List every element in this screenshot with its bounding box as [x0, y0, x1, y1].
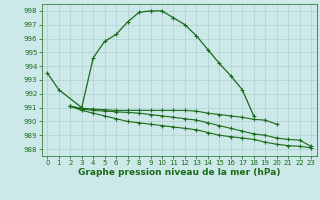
- X-axis label: Graphe pression niveau de la mer (hPa): Graphe pression niveau de la mer (hPa): [78, 168, 280, 177]
